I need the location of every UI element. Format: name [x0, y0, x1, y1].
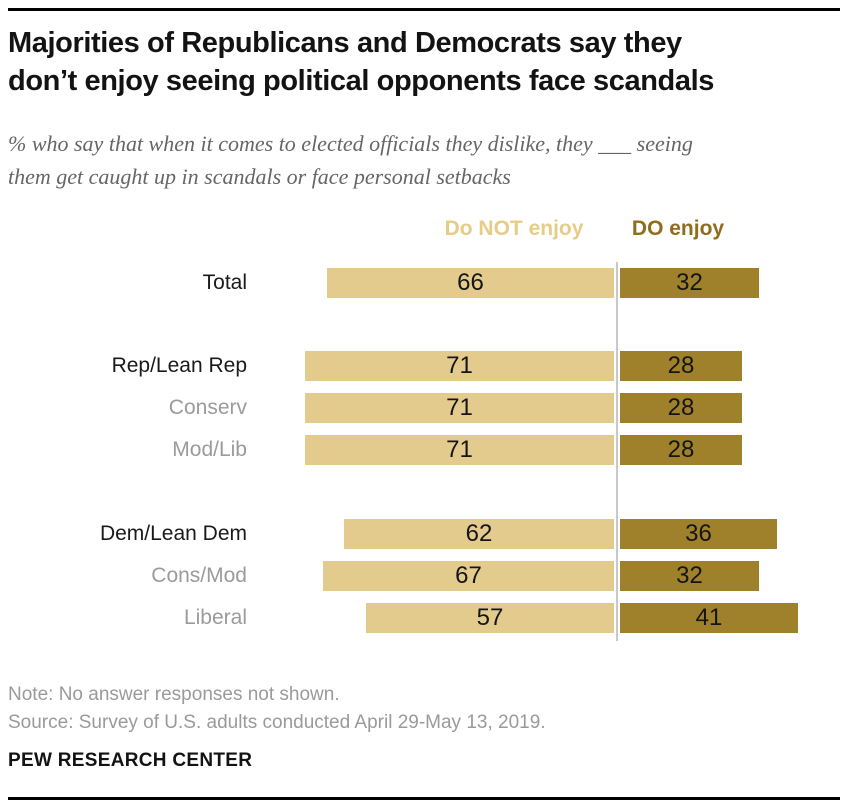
- bar-value-not-enjoy-conserv: 71: [446, 394, 473, 421]
- bar-value-not-enjoy-liberal: 57: [476, 604, 504, 631]
- chart-subtitle-line-2: them get caught up in scandals or face p…: [8, 164, 511, 189]
- bar-not-enjoy-cons-mod: 67: [323, 561, 614, 591]
- bar-do-enjoy-dem-lean-dem: 36: [620, 519, 777, 549]
- bar-do-enjoy-rep-lean-rep: 28: [620, 351, 742, 381]
- chart-title-line-1: Majorities of Republicans and Democrats …: [8, 27, 682, 59]
- bar-do-enjoy-total: 32: [620, 268, 759, 298]
- note-text: Note: No answer responses not shown.: [8, 684, 340, 705]
- bar-not-enjoy-conserv: 71: [305, 393, 614, 423]
- bar-not-enjoy-dem-lean-dem: 62: [344, 519, 614, 549]
- bar-value-not-enjoy-dem-lean-dem: 62: [465, 520, 493, 547]
- top-rule: [8, 8, 840, 11]
- bar-do-enjoy-mod-lib: 28: [620, 435, 742, 465]
- bar-value-do-enjoy-mod-lib: 28: [667, 436, 695, 463]
- row-label-conserv: Conserv: [168, 396, 247, 419]
- bar-value-do-enjoy-conserv: 28: [667, 394, 695, 421]
- bar-value-do-enjoy-rep-lean-rep: 28: [667, 352, 695, 379]
- chart-subtitle-line-1: % who say that when it comes to elected …: [8, 131, 693, 156]
- bar-value-not-enjoy-mod-lib: 71: [446, 436, 473, 463]
- bar-value-not-enjoy-rep-lean-rep: 71: [446, 352, 473, 379]
- bar-value-do-enjoy-cons-mod: 32: [676, 562, 703, 589]
- source-text: Source: Survey of U.S. adults conducted …: [8, 712, 546, 733]
- row-label-dem-lean-dem: Dem/Lean Dem: [99, 522, 247, 545]
- bar-do-enjoy-conserv: 28: [620, 393, 742, 423]
- bottom-rule: [8, 797, 840, 800]
- bar-not-enjoy-total: 66: [327, 268, 614, 298]
- legend-not-enjoy-label: Do NOT enjoy: [444, 217, 584, 240]
- pew-research-center-wordmark: PEW RESEARCH CENTER: [8, 750, 253, 771]
- bar-do-enjoy-liberal: 41: [620, 603, 798, 633]
- bar-do-enjoy-cons-mod: 32: [620, 561, 759, 591]
- bar-not-enjoy-mod-lib: 71: [305, 435, 614, 465]
- legend-do-enjoy-label: DO enjoy: [631, 217, 725, 240]
- row-label-rep-lean-rep: Rep/Lean Rep: [111, 354, 247, 377]
- bar-value-not-enjoy-total: 66: [457, 269, 484, 296]
- bar-not-enjoy-liberal: 57: [366, 603, 614, 633]
- row-label-cons-mod: Cons/Mod: [151, 564, 247, 587]
- bar-value-not-enjoy-cons-mod: 67: [455, 562, 482, 589]
- chart-subtitle: % who say that when it comes to elected …: [8, 127, 842, 193]
- category-axis-divider: [616, 262, 618, 641]
- row-label-mod-lib: Mod/Lib: [172, 438, 247, 461]
- chart-title: Majorities of Republicans and Democrats …: [8, 24, 838, 100]
- row-label-liberal: Liberal: [183, 606, 247, 629]
- row-label-total: Total: [202, 271, 247, 294]
- footnotes: Note: No answer responses not shown. Sou…: [8, 681, 546, 737]
- bar-value-do-enjoy-liberal: 41: [695, 604, 723, 631]
- chart-title-line-2: don’t enjoy seeing political opponents f…: [8, 65, 714, 97]
- bar-not-enjoy-rep-lean-rep: 71: [305, 351, 614, 381]
- bar-value-do-enjoy-total: 32: [676, 269, 703, 296]
- bar-value-do-enjoy-dem-lean-dem: 36: [685, 520, 712, 547]
